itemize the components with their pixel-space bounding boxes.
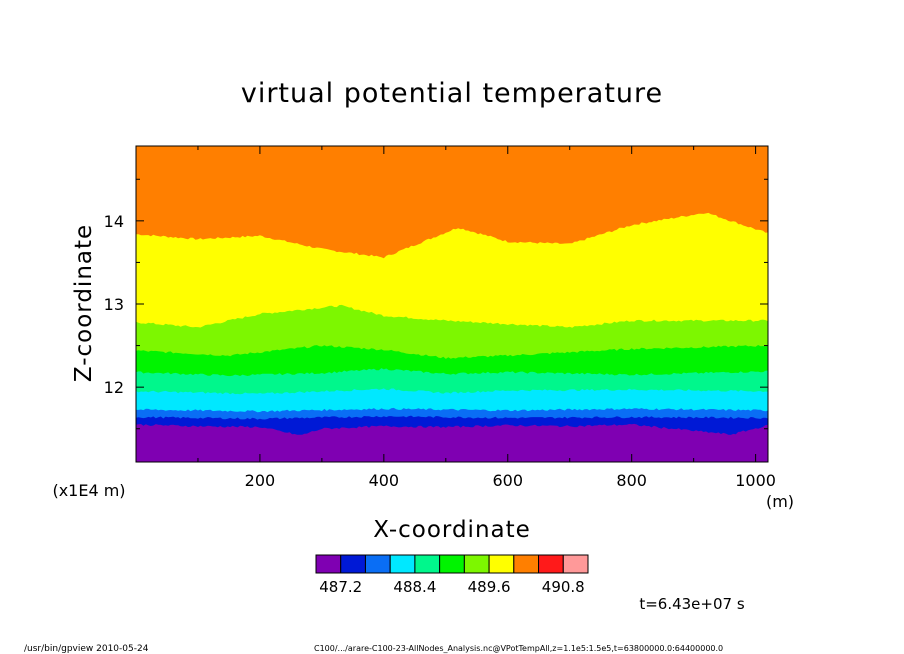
band-0 xyxy=(136,423,768,462)
colorbar-label: 488.4 xyxy=(393,578,436,596)
colorbar-label: 489.6 xyxy=(468,578,511,596)
colorbar-swatch xyxy=(364,554,391,574)
colorbar-label: 487.2 xyxy=(319,578,362,596)
colorbar-swatch xyxy=(562,554,589,574)
y-tick-label: 14 xyxy=(104,212,124,231)
x-tick-label: 600 xyxy=(492,471,523,490)
y-axis-ticks: 12 13 14 xyxy=(104,178,768,430)
colorbar-swatch xyxy=(513,554,540,574)
contour-bands xyxy=(136,146,768,462)
colorbar-swatch xyxy=(439,554,465,574)
y-axis-label: Z-coordinate xyxy=(71,224,97,382)
y-axis-unit: (x1E4 m) xyxy=(52,481,125,500)
colorbar-swatch xyxy=(414,554,441,574)
y-tick-label: 13 xyxy=(104,295,124,314)
colorbar-swatch xyxy=(389,554,416,574)
colorbar-swatch xyxy=(488,554,515,574)
x-tick-label: 200 xyxy=(245,471,276,490)
footer-program-date: /usr/bin/gpview 2010-05-24 xyxy=(24,644,149,654)
colorbar xyxy=(315,554,589,574)
x-axis-ticks: 200 400 600 800 1000 xyxy=(197,146,776,490)
colorbar-swatch xyxy=(340,554,366,574)
plot-area xyxy=(135,145,769,463)
colorbar-swatch xyxy=(315,554,342,574)
x-tick-label: 1000 xyxy=(735,471,776,490)
footer-data-source: C100/.../arare-C100-23-AllNodes_Analysis… xyxy=(314,644,723,653)
colorbar-labels: 487.2 488.4 489.6 490.8 xyxy=(319,578,584,596)
x-tick-label: 800 xyxy=(616,471,647,490)
time-annotation: t=6.43e+07 s xyxy=(639,595,745,613)
x-tick-label: 400 xyxy=(369,471,400,490)
chart-title: virtual potential temperature xyxy=(241,78,663,109)
x-axis-unit: (m) xyxy=(766,492,794,511)
colorbar-swatch xyxy=(463,554,490,574)
colorbar-swatch xyxy=(538,554,564,574)
y-tick-label: 12 xyxy=(104,378,124,397)
x-axis-label: X-coordinate xyxy=(373,517,531,543)
colorbar-label: 490.8 xyxy=(542,578,585,596)
